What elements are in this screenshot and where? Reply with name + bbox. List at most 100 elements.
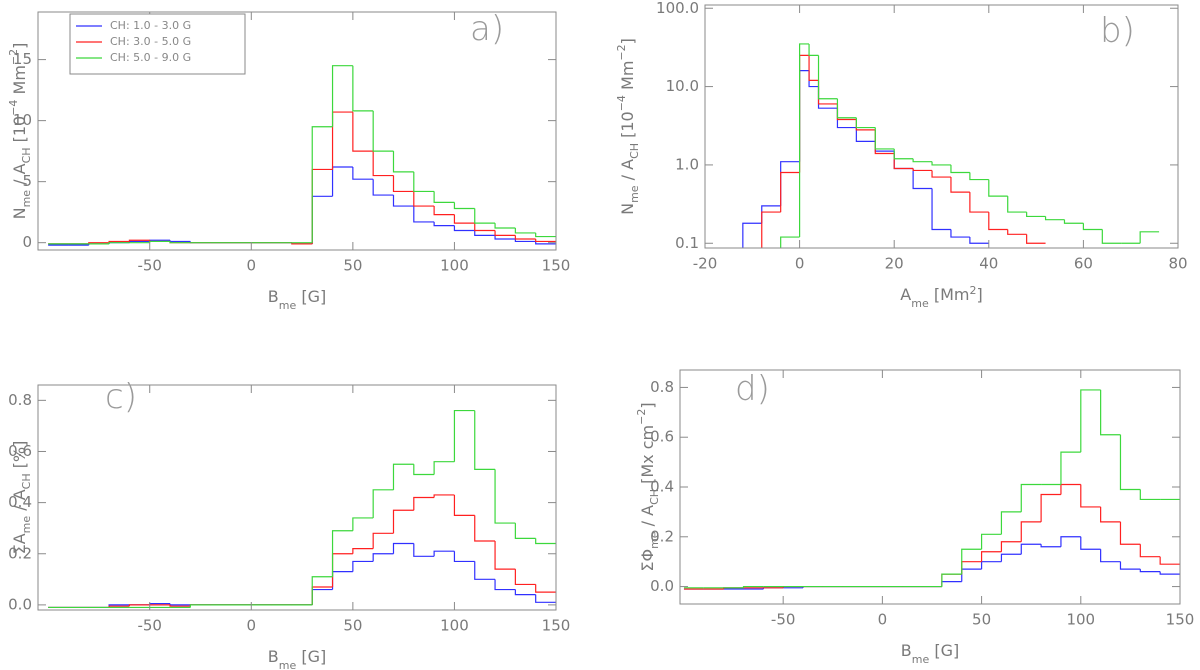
histogram-step xyxy=(1026,212,1046,218)
histogram-step xyxy=(780,236,800,248)
x-tick-label: 150 xyxy=(1166,611,1195,629)
label-part: / A xyxy=(618,159,637,186)
y-tick-label: 100.0 xyxy=(656,0,699,17)
label-part: ] xyxy=(638,402,657,408)
histogram-step xyxy=(1139,544,1161,558)
histogram-step xyxy=(169,604,191,607)
histogram-step xyxy=(1020,543,1042,555)
histogram-step xyxy=(855,119,876,131)
histogram-step xyxy=(535,239,556,243)
histogram-step xyxy=(1007,196,1027,213)
label-part: me xyxy=(912,653,930,666)
label-part: B xyxy=(268,647,279,666)
histogram-step xyxy=(514,239,536,243)
x-tick-label: 0 xyxy=(247,617,257,635)
histogram-step xyxy=(392,151,414,173)
histogram-step xyxy=(494,223,516,229)
histogram-step xyxy=(453,494,475,516)
label-part: 2 xyxy=(969,284,976,297)
histogram-step xyxy=(128,604,150,607)
histogram-step xyxy=(535,584,556,593)
histogram-step xyxy=(1100,549,1121,563)
x-tick-label: 60 xyxy=(1074,255,1093,273)
label-part: −4 xyxy=(615,95,628,111)
plot-frame xyxy=(37,11,557,251)
label-part: / A xyxy=(638,505,657,532)
label-part: −4 xyxy=(7,100,20,116)
histogram-step xyxy=(514,569,536,586)
histogram-step xyxy=(1063,219,1084,224)
y-tick-label: 0.2 xyxy=(8,544,32,562)
histogram-step xyxy=(392,509,414,534)
x-tick-label: 0 xyxy=(247,257,257,275)
histogram-step xyxy=(893,153,914,170)
y-tick-label: 5 xyxy=(22,172,32,190)
histogram-step xyxy=(1101,229,1122,244)
legend-label: CH: 5.0 - 9.0 G xyxy=(110,51,191,64)
histogram-step xyxy=(1044,216,1065,221)
histogram-step xyxy=(514,228,536,234)
y-tick-label: 0.4 xyxy=(8,493,32,511)
histogram-step xyxy=(413,171,435,193)
x-tick-label: 0 xyxy=(878,611,888,629)
histogram-step xyxy=(535,538,556,545)
histogram-step xyxy=(352,517,374,531)
histogram-step xyxy=(413,191,435,207)
histogram-step xyxy=(352,548,374,554)
histogram-step xyxy=(1139,569,1161,573)
x-tick-label: -50 xyxy=(771,611,796,629)
histogram-step xyxy=(331,111,353,170)
panel-label: c) xyxy=(105,377,137,417)
histogram-step xyxy=(494,579,516,591)
histogram-step xyxy=(514,235,536,240)
histogram-step xyxy=(108,242,130,244)
histogram-step xyxy=(413,206,435,223)
histogram-step xyxy=(874,127,895,150)
x-tick-label: -20 xyxy=(693,255,718,273)
histogram-step xyxy=(912,168,933,190)
histogram-step xyxy=(352,112,374,152)
histogram-step xyxy=(352,65,374,112)
y-tick-label: 0.1 xyxy=(675,234,699,252)
y-tick-label: 0.8 xyxy=(8,391,32,409)
histogram-step xyxy=(372,151,394,177)
histogram-step xyxy=(189,604,211,608)
x-tick-label: 50 xyxy=(343,617,362,635)
histogram-step xyxy=(742,585,764,588)
histogram-step xyxy=(413,464,435,476)
x-tick-label: 0 xyxy=(795,255,805,273)
histogram-step xyxy=(1080,484,1101,508)
histogram-step xyxy=(1000,511,1022,535)
label-part: [%] xyxy=(10,441,29,474)
y-tick-label: 0.0 xyxy=(650,577,674,595)
histogram-step xyxy=(1000,553,1022,562)
histogram-step xyxy=(1060,536,1081,547)
x-tick-label: -50 xyxy=(137,257,162,275)
label-part: me xyxy=(279,659,297,670)
histogram-step xyxy=(961,568,982,582)
x-tick-label: 80 xyxy=(1168,255,1187,273)
histogram-step xyxy=(808,55,819,81)
histogram-step xyxy=(453,214,475,224)
histogram-step xyxy=(941,573,962,587)
y-axis-label: ΣAme / ACH [%] xyxy=(10,441,33,555)
histogram-step xyxy=(799,69,810,162)
histogram-step xyxy=(413,496,435,511)
y-tick-label: 10.0 xyxy=(666,77,699,95)
histogram-step xyxy=(372,110,394,152)
y-tick-label: 0.4 xyxy=(650,478,674,496)
y-tick-label: 0.8 xyxy=(650,378,674,396)
plot-frame xyxy=(704,4,1179,249)
histogram-step xyxy=(494,235,516,240)
label-part: N xyxy=(618,203,637,215)
y-tick-label: 0.6 xyxy=(650,428,674,446)
legend-label: CH: 3.0 - 5.0 G xyxy=(110,35,191,48)
histogram-step xyxy=(817,55,838,100)
panel-label: d) xyxy=(735,369,770,409)
histogram-step xyxy=(1139,231,1160,244)
histogram-step xyxy=(1000,541,1022,552)
label-part: me xyxy=(20,190,33,208)
histogram-step xyxy=(1119,561,1141,570)
histogram-step xyxy=(1020,483,1042,512)
